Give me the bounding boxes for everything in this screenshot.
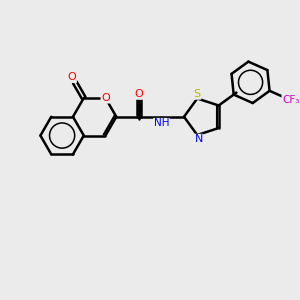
Text: O: O bbox=[68, 72, 76, 82]
Text: CF₃: CF₃ bbox=[282, 95, 299, 105]
Text: NH: NH bbox=[154, 118, 169, 128]
Text: S: S bbox=[194, 89, 201, 99]
Text: N: N bbox=[194, 134, 203, 144]
Text: O: O bbox=[101, 93, 110, 103]
Text: O: O bbox=[134, 89, 143, 99]
